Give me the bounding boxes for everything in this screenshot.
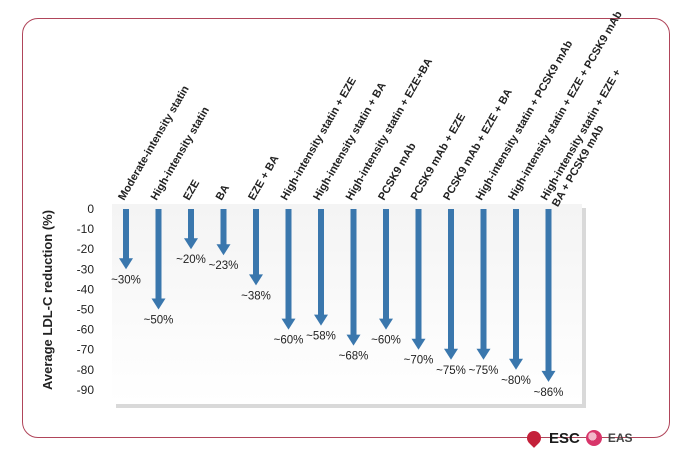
arrow-bar — [379, 209, 393, 330]
y-tick-label: -20 — [77, 242, 95, 256]
arrow-bar — [249, 209, 263, 286]
arrow-bar — [509, 209, 523, 370]
arrow-head — [444, 348, 458, 360]
data-labels: ~30%~50%~20%~23%~38%~60% ~58%~68%~60%~70%… — [111, 254, 563, 399]
data-label: ~38% — [241, 290, 271, 302]
arrow-shaft — [123, 209, 129, 260]
arrow-bar — [281, 209, 296, 330]
category-label-line: BA — [214, 183, 232, 203]
arrow-shaft — [480, 209, 487, 350]
arrow-head — [541, 370, 556, 382]
arrow-head — [411, 338, 426, 350]
eas-logo-icon — [585, 430, 602, 446]
y-tick-label: -10 — [77, 222, 95, 236]
esc-heart-icon — [524, 428, 544, 448]
data-label: ~50% — [144, 315, 174, 327]
data-label: ~23% — [209, 260, 239, 272]
category-label: BA — [214, 183, 232, 203]
category-label-line: EZE + BA — [246, 153, 281, 202]
arrow-head — [281, 318, 296, 330]
arrow-bar — [476, 209, 491, 360]
arrow-head — [216, 244, 231, 256]
arrow-head — [249, 274, 263, 286]
category-labels: Moderate-intensity statinHigh-intensity … — [116, 9, 625, 209]
arrow-bar — [411, 209, 426, 350]
arrow-shaft — [513, 209, 519, 360]
y-axis: 0 -10 -20 -30 -40 -50 -60 -70 -80 -90 — [77, 202, 95, 397]
category-label-line: High-intensity statin — [149, 105, 212, 203]
arrow-bar — [151, 209, 166, 310]
arrow-head — [509, 358, 523, 370]
arrow-series — [119, 209, 556, 382]
arrow-head — [314, 314, 328, 326]
data-label: ~80% — [501, 375, 531, 387]
arrow-shaft — [383, 209, 389, 320]
y-tick-label: 0 — [87, 202, 94, 216]
y-axis-label: Average LDL-C reduction (%) — [40, 210, 55, 390]
y-tick-label: -70 — [77, 343, 95, 357]
category-label-line: EZE — [181, 178, 202, 203]
arrow-bar — [184, 209, 198, 250]
category-label: EZE — [181, 178, 202, 203]
category-label: EZE + BA — [246, 153, 281, 202]
arrow-shaft — [155, 209, 162, 300]
data-label: ~70% — [404, 355, 434, 367]
data-label: ~58% — [306, 331, 336, 343]
arrow-shaft — [448, 209, 454, 350]
arrow-shaft — [545, 209, 552, 372]
data-label: ~30% — [111, 274, 141, 286]
arrow-head — [379, 318, 393, 330]
arrow-bar — [216, 209, 231, 256]
data-label: ~75% — [469, 365, 499, 377]
arrow-bar — [314, 209, 328, 326]
data-label: ~60% — [274, 335, 304, 347]
arrow-shaft — [350, 209, 357, 336]
arrow-bar — [541, 209, 556, 382]
publisher-logos: ESC EAS — [524, 426, 633, 450]
arrow-shaft — [188, 209, 194, 240]
data-label: ~86% — [534, 387, 564, 399]
data-label: ~20% — [176, 254, 206, 266]
data-label: ~75% — [436, 365, 466, 377]
y-tick-label: -80 — [77, 363, 95, 377]
arrow-shaft — [220, 209, 227, 246]
y-tick-label: -60 — [77, 323, 95, 337]
arrow-bar — [119, 209, 133, 270]
y-tick-label: -90 — [77, 383, 95, 397]
arrow-bar — [346, 209, 361, 346]
y-tick-label: -40 — [77, 282, 95, 296]
eas-logo-text: EAS — [607, 431, 633, 445]
arrow-shaft — [318, 209, 324, 316]
arrow-head — [476, 348, 491, 360]
data-label: ~60% — [371, 335, 401, 347]
y-tick-label: -50 — [77, 303, 95, 317]
category-label: High-intensity statin — [149, 105, 212, 203]
y-tick-label: -30 — [77, 262, 95, 276]
arrow-shaft — [415, 209, 422, 340]
data-label: ~68% — [339, 351, 369, 363]
arrow-head — [346, 334, 361, 346]
esc-logo-text: ESC — [549, 429, 580, 447]
arrow-shaft — [253, 209, 259, 276]
arrow-bar — [444, 209, 458, 360]
arrow-head — [184, 238, 198, 250]
arrow-head — [119, 258, 133, 270]
arrow-head — [151, 298, 166, 310]
arrow-shaft — [285, 209, 292, 320]
